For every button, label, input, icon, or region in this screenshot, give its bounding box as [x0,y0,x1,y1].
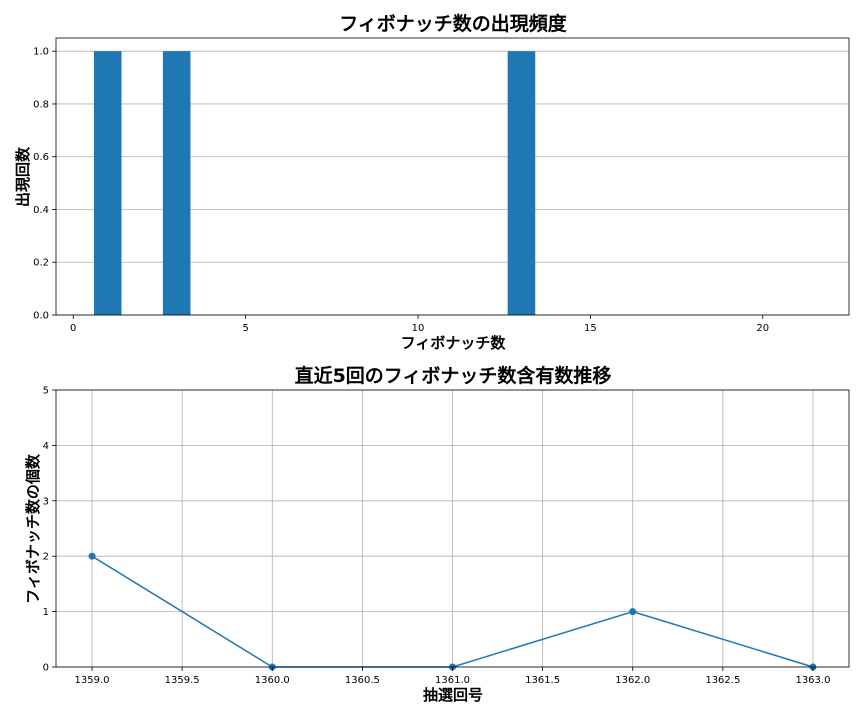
bar-chart-x-tick-label: 20 [756,323,769,334]
line-chart-y-tick-label: 5 [43,386,49,397]
bar-chart-x-tick-label: 15 [584,323,597,334]
line-chart-gridlines [56,389,849,668]
bar-chart-x-tick-label: 0 [70,323,76,334]
data-point [629,608,637,616]
bar-chart: フィボナッチ数の出現頻度 0 5 10 15 20 0.0 0.2 0.4 0.6 0.8 1.0… [14,12,850,352]
bar-chart-x-tick-label: 5 [242,323,248,334]
bar-chart-x-axis-label: フィボナッチ数 [401,334,507,352]
line-chart-y-tick-label: 4 [43,441,49,452]
bar [162,51,191,315]
line-chart-x-ticks: 1359.0 1359.5 1360.0 1360.5 1361.0 1361.5 1362… [75,667,830,686]
bar-chart-title: フィボナッチ数の出現頻度 [339,12,568,35]
line-chart-x-tick-label: 1361.5 [525,675,560,686]
line-chart-y-axis-label: フィボナッチ数の個数 [24,453,42,604]
line-chart-y-tick-label: 3 [43,496,49,507]
bar-chart-x-tick-label: 10 [412,323,425,334]
line-chart-x-axis-label: 抽選回号 [423,686,483,704]
line-chart-y-tick-label: 2 [43,552,49,563]
line-chart-x-tick-label: 1362.0 [615,675,650,686]
line-chart-title: 直近5回のフィボナッチ数含有数推移 [295,364,612,387]
line-chart-y-tick-label: 0 [43,663,49,674]
line-chart-x-tick-label: 1362.5 [705,675,740,686]
bar-chart-y-ticks: 0.0 0.2 0.4 0.6 0.8 1.0 [33,47,56,322]
bar [93,51,122,315]
line-chart-x-tick-label: 1363.0 [795,675,830,686]
line-chart-x-tick-label: 1361.0 [435,675,470,686]
line-chart-y-ticks: 0 1 2 3 4 5 [43,386,56,674]
line-chart-x-tick-label: 1359.0 [75,675,110,686]
data-point [88,552,96,560]
bar [507,51,536,315]
bar-chart-y-tick-label: 0.0 [33,311,49,322]
bar-chart-y-tick-label: 0.4 [33,205,49,216]
line-chart-x-tick-label: 1360.0 [255,675,290,686]
bar-chart-y-tick-label: 0.8 [33,99,49,110]
bar-chart-plot-frame [55,37,850,316]
line-chart-plot-frame [55,389,850,668]
bar-chart-bars [93,51,536,315]
bar-chart-x-ticks: 0 5 10 15 20 [70,315,769,334]
bar-chart-y-axis-label: 出現回数 [14,146,32,207]
bar-chart-y-tick-label: 0.6 [33,152,49,163]
bar-chart-y-tick-label: 1.0 [33,47,49,58]
line-chart-x-tick-label: 1360.5 [345,675,380,686]
line-chart: 直近5回のフィボナッチ数含有数推移 1359.0 1359.5 1360.0 1360… [24,364,850,704]
line-chart-x-tick-label: 1359.5 [165,675,200,686]
bar-chart-y-tick-label: 0.2 [33,258,49,269]
line-chart-y-tick-label: 1 [43,607,49,618]
